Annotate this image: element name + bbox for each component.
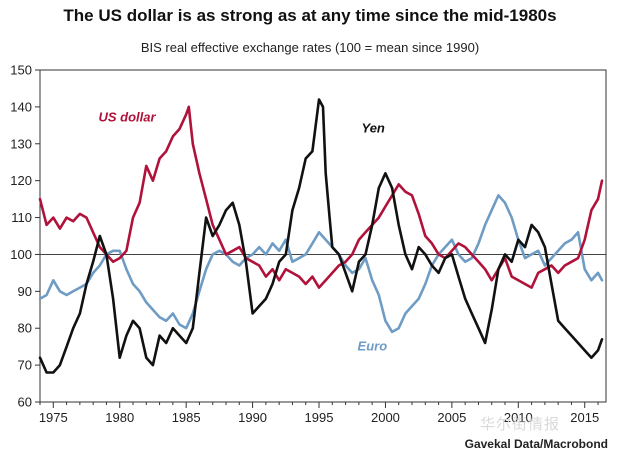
chart-title: The US dollar is as strong as at any tim… — [63, 6, 557, 25]
y-tick-label-130: 130 — [10, 136, 32, 151]
x-tick-label-1990: 1990 — [238, 410, 267, 425]
series-labels: US dollar Yen Euro — [98, 110, 387, 354]
y-tick-label-60: 60 — [18, 395, 32, 410]
x-tick-label-2000: 2000 — [371, 410, 400, 425]
x-tick-label-1985: 1985 — [172, 410, 201, 425]
series-line-euro — [38, 194, 604, 334]
plot-area-frame — [39, 69, 607, 403]
series-line-us-dollar — [38, 105, 604, 289]
x-tick-label-2005: 2005 — [437, 410, 466, 425]
y-tick-label-150: 150 — [10, 63, 32, 78]
y-tick-label-70: 70 — [18, 358, 32, 373]
y-tick-label-140: 140 — [10, 99, 32, 114]
series-label-us-dollar: US dollar — [98, 110, 156, 125]
x-axis: 1975 1980 1985 1990 1995 2000 2005 2010 2015 — [39, 402, 599, 425]
x-tick-label-1980: 1980 — [105, 410, 134, 425]
y-tick-label-100: 100 — [10, 247, 32, 262]
series-group — [38, 98, 604, 374]
series-label-euro: Euro — [358, 338, 388, 353]
watermark: 华尔街情报 — [480, 416, 561, 433]
y-tick-label-110: 110 — [11, 210, 32, 225]
y-axis: 60 70 80 90 100 110 120 130 140 150 — [10, 63, 40, 410]
series-line-yen — [38, 98, 604, 374]
x-tick-label-1975: 1975 — [39, 410, 68, 425]
x-tick-label-2015: 2015 — [570, 410, 599, 425]
y-tick-label-120: 120 — [10, 173, 32, 188]
x-tick-label-1995: 1995 — [305, 410, 334, 425]
series-label-yen: Yen — [362, 121, 385, 136]
y-tick-label-90: 90 — [18, 284, 32, 299]
y-tick-label-80: 80 — [18, 321, 32, 336]
chart-subtitle: BIS real effective exchange rates (100 =… — [140, 40, 480, 55]
x-tick-label-2010: 2010 — [504, 410, 533, 425]
source-note: Gavekal Data/Macrobond — [464, 437, 608, 451]
